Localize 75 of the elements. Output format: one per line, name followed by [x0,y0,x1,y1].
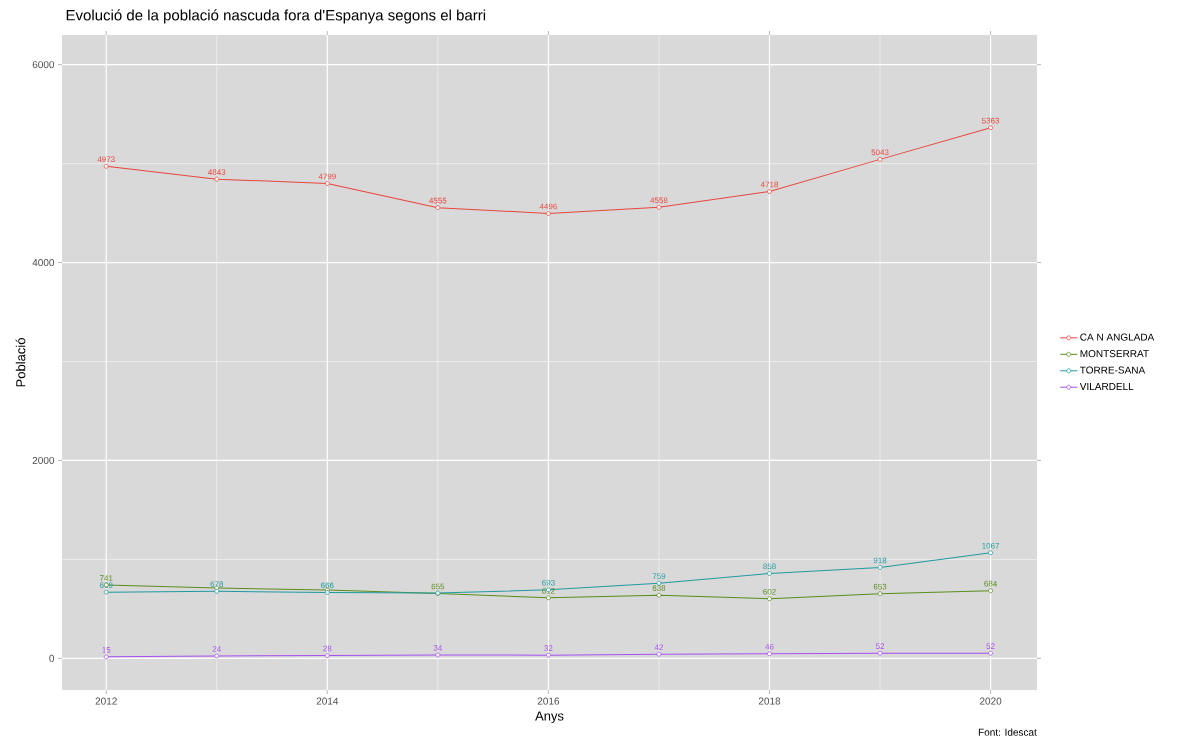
data-label: 46 [765,643,774,650]
point [988,588,993,594]
data-label: 684 [984,580,998,587]
legend-label: TORRE-SANA [1080,366,1146,374]
data-label: 15 [102,647,111,653]
data-label: 4843 [208,169,226,175]
point [435,205,441,211]
x-tick-label: 2018 [758,697,781,705]
chart-title: Evolució de la població nascuda fora d'Espanya segons el barri [66,9,486,24]
point [767,189,772,194]
data-label: 693 [542,579,555,586]
data-label: 4973 [97,156,115,163]
point [877,565,883,570]
point [767,596,772,602]
data-label: 602 [763,588,776,595]
point [546,211,551,216]
point [767,571,772,576]
data-label: 34 [433,645,443,651]
point [877,650,883,656]
point [877,591,883,597]
point [767,651,772,657]
data-label: 759 [652,573,666,580]
legend-label: MONTSERRAT [1080,350,1149,358]
data-label: 858 [763,563,776,570]
data-label: 4555 [429,197,447,204]
data-label: 638 [652,585,666,592]
point [988,550,993,556]
point [103,163,109,169]
point [988,650,993,656]
x-tick-label: 2016 [537,697,560,705]
data-label: 52 [875,643,885,649]
x-axis-title: Anys [535,711,564,724]
data-label: 4799 [318,173,336,180]
data-label: 24 [212,646,221,652]
data-label: 653 [873,583,887,590]
data-label: 741 [99,575,113,581]
data-label: 42 [654,644,663,650]
point [103,654,109,660]
point [546,595,551,601]
x-tick-label: 2014 [316,697,339,705]
data-label: 5043 [871,149,889,156]
data-label: 655 [431,583,445,590]
legend-label: CA N ANGLADA [1080,333,1155,341]
point [214,653,220,659]
data-label: 918 [873,557,887,564]
y-tick-label: 4000 [32,259,55,267]
point [103,589,109,595]
point [988,125,993,131]
point [324,653,330,658]
data-label: 32 [544,645,553,651]
x-tick-label: 2020 [979,697,1002,705]
x-tick-label: 2012 [95,697,117,705]
data-label: 4558 [650,197,668,204]
data-label: 678 [210,581,224,588]
point [324,181,330,186]
data-label: 1067 [982,542,1000,549]
point [656,651,662,657]
data-label: 4496 [539,203,557,210]
data-label: 28 [323,645,332,652]
y-tick-label: 0 [49,654,55,662]
data-label: 666 [321,582,334,589]
y-tick-label: 2000 [32,456,55,464]
legend-label: VILARDELL [1079,383,1134,390]
point [214,176,220,182]
point [877,156,883,162]
point [435,652,441,658]
y-axis-title: Població [15,338,26,387]
data-label: 52 [986,643,995,649]
y-tick-label: 6000 [32,61,55,69]
data-label: 4718 [760,181,779,188]
point [656,204,662,210]
data-label: 5363 [982,117,1000,124]
point [546,652,551,658]
point [656,592,662,598]
text: Font: Idescat [978,728,1037,736]
